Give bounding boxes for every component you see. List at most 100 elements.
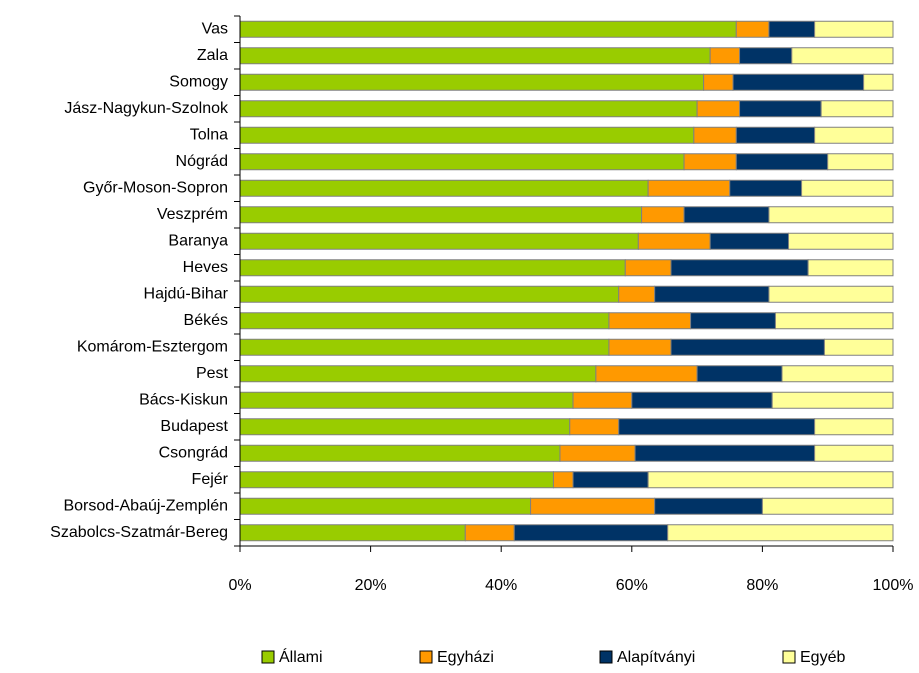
legend-label: Egyéb	[800, 649, 845, 666]
bar-segment	[768, 20, 816, 38]
bar-segment	[239, 232, 639, 250]
y-tick-label: Csongrád	[159, 444, 228, 461]
y-tick-label: Békés	[184, 312, 228, 329]
bar-segment	[709, 232, 790, 250]
bar-segment	[768, 285, 894, 303]
bar-segment	[768, 206, 894, 224]
bar-segment	[670, 259, 809, 277]
bar-segment	[781, 365, 894, 383]
bar-segment	[739, 100, 822, 118]
x-tick-label: 100%	[873, 577, 914, 594]
bar-segment	[774, 312, 894, 330]
bar-segment	[239, 153, 685, 171]
bar-segment	[739, 47, 793, 65]
bar-segment	[239, 391, 574, 409]
bar-segment	[239, 497, 532, 515]
bar-segment	[239, 73, 705, 91]
y-tick-label: Heves	[183, 259, 228, 276]
bar-segment	[239, 338, 610, 356]
bar-segment	[683, 206, 770, 224]
y-tick-label: Baranya	[168, 232, 228, 249]
y-tick-label: Budapest	[160, 418, 228, 435]
legend-swatch	[599, 650, 613, 664]
y-tick-label: Nógrád	[176, 153, 228, 170]
bar-segment	[239, 47, 711, 65]
bar-segment	[801, 179, 894, 197]
bar-segment	[670, 338, 825, 356]
bar-segment	[637, 232, 711, 250]
bar-segment	[239, 312, 610, 330]
bar-segment	[239, 259, 626, 277]
bar-segment	[464, 524, 515, 542]
bar-segment	[729, 179, 803, 197]
bar-segment	[693, 126, 737, 144]
y-tick-label: Somogy	[169, 73, 228, 90]
bar-segment	[608, 338, 672, 356]
bar-segment	[608, 312, 692, 330]
bar-segment	[647, 179, 731, 197]
y-tick-label: Tolna	[190, 126, 228, 143]
bar-segment	[820, 100, 894, 118]
bar-segment	[823, 338, 894, 356]
bar-segment	[552, 471, 574, 489]
y-tick-label: Jász-Nagykun-Szolnok	[64, 100, 229, 117]
bar-segment	[239, 471, 554, 489]
legend-swatch	[782, 650, 796, 664]
y-tick-label: Borsod-Abaúj-Zemplén	[63, 497, 228, 514]
y-tick-label: Vas	[202, 20, 228, 37]
bar-segment	[654, 497, 763, 515]
bar-segment	[572, 471, 649, 489]
x-tick-label: 20%	[355, 577, 387, 594]
y-tick-label: Veszprém	[157, 206, 228, 223]
bar-segment	[239, 100, 698, 118]
bar-segment	[696, 365, 783, 383]
bar-segment	[618, 418, 816, 436]
y-tick-label: Győr-Moson-Sopron	[83, 179, 228, 196]
bar-segment	[239, 418, 571, 436]
bar-segment	[791, 47, 894, 65]
bar-segment	[641, 206, 685, 224]
bar-segment	[572, 391, 633, 409]
bar-segment	[732, 73, 865, 91]
bar-segment	[703, 73, 734, 91]
bar-segment	[624, 259, 672, 277]
y-tick-label: Bács-Kiskun	[139, 391, 228, 408]
x-tick-label: 0%	[228, 577, 251, 594]
bar-segment	[735, 126, 816, 144]
bar-segment	[709, 47, 741, 65]
bar-segment	[559, 444, 636, 462]
bar-segment	[814, 418, 894, 436]
bar-segment	[667, 524, 894, 542]
bar-segment	[634, 444, 816, 462]
bar-segment	[863, 73, 894, 91]
bar-segment	[631, 391, 773, 409]
bar-segment	[827, 153, 894, 171]
bar-segment	[814, 444, 894, 462]
bar-segment	[814, 20, 894, 38]
legend-label: Alapítványi	[617, 649, 695, 666]
legend-swatch	[419, 650, 433, 664]
bar-segment	[618, 285, 656, 303]
bar-segment	[654, 285, 770, 303]
bar-segment	[807, 259, 894, 277]
bar-segment	[239, 444, 561, 462]
legend-label: Állami	[279, 647, 323, 666]
x-tick-label: 80%	[746, 577, 778, 594]
bar-segment	[814, 126, 894, 144]
bar-segment	[239, 285, 620, 303]
bar-segment	[696, 100, 741, 118]
y-tick-label: Pest	[196, 365, 229, 382]
y-tick-label: Fejér	[192, 471, 229, 488]
bar-segment	[735, 20, 770, 38]
y-tick-label: Zala	[197, 47, 228, 64]
y-tick-label: Hajdú-Bihar	[144, 285, 229, 302]
x-tick-label: 60%	[616, 577, 648, 594]
bar-segment	[771, 391, 894, 409]
bar-segment	[647, 471, 894, 489]
bar-segment	[239, 126, 695, 144]
y-tick-label: Szabolcs-Szatmár-Bereg	[50, 524, 228, 541]
bar-segment	[569, 418, 620, 436]
bar-segment	[761, 497, 894, 515]
bar-segment	[683, 153, 737, 171]
bar-segment	[530, 497, 656, 515]
